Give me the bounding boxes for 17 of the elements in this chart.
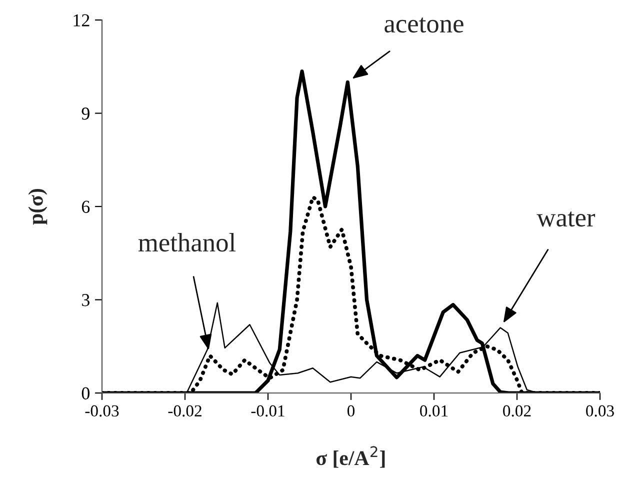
annotation: acetone [384, 17, 464, 33]
x-tick-label: -0.01 [251, 405, 284, 417]
x-tick-label: 0.01 [420, 405, 448, 417]
x-tick-label: 0 [347, 405, 355, 417]
y-tick-label: 3 [82, 294, 90, 306]
x-tick-label: 0.02 [503, 405, 531, 417]
y-tick-label: 6 [82, 200, 90, 213]
y-tick-label: 12 [74, 14, 90, 26]
x-tick-label: -0.03 [85, 405, 119, 417]
x-tick-label: 0.03 [586, 405, 614, 417]
x-axis-title: σ [e/A$^{2}$] [316, 446, 385, 468]
y-axis-title: p(σ) [28, 189, 48, 225]
y-tick-label: 0 [82, 387, 90, 400]
y-tick-label: 9 [82, 108, 90, 120]
x-tick-label: -0.02 [168, 405, 202, 417]
annotation: water [536, 211, 596, 227]
annotation: methanol [138, 233, 236, 252]
